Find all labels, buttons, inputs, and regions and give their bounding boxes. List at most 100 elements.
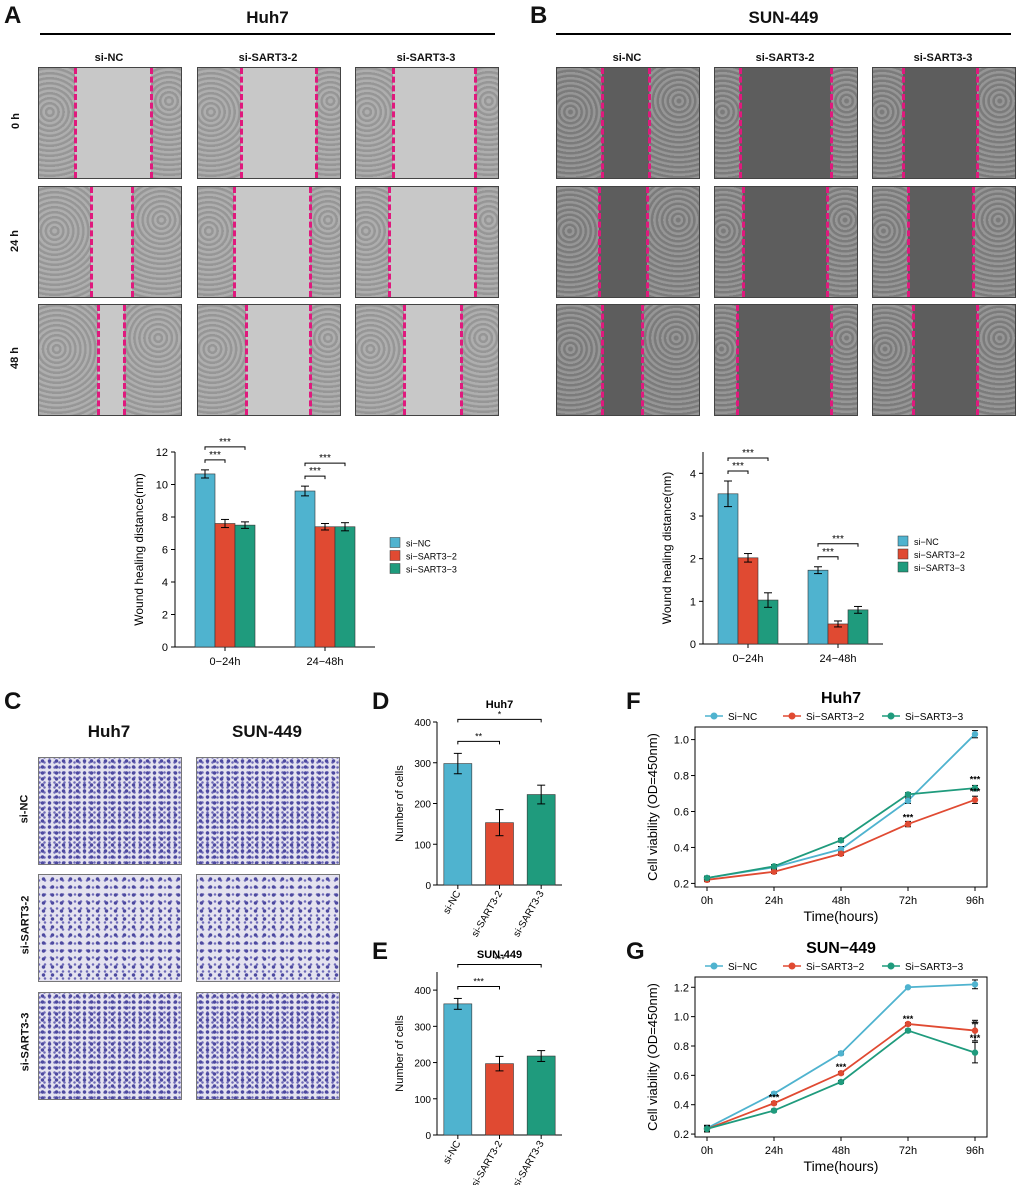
legend-swatch xyxy=(389,537,401,548)
x-tick-label: 24h xyxy=(765,895,783,907)
micrograph-image xyxy=(197,304,341,416)
y-axis-label: Wound healing distance(nm) xyxy=(132,473,146,626)
legend-label: si−NC xyxy=(406,539,431,549)
data-point xyxy=(770,868,778,875)
data-point xyxy=(904,1027,912,1034)
wound-edge-left xyxy=(97,305,100,415)
panel-label-a: A xyxy=(4,2,22,29)
data-point xyxy=(770,863,778,870)
data-point xyxy=(837,846,845,853)
legend-label: si−SART3−2 xyxy=(406,552,457,562)
y-tick-label: 3 xyxy=(690,511,696,523)
legend-label: Si−SART3−2 xyxy=(806,712,865,723)
data-point xyxy=(703,1125,711,1133)
cell-layer-right xyxy=(649,68,699,178)
cell-layer-left xyxy=(39,305,98,415)
legend-marker xyxy=(887,712,895,720)
cell-layer-left xyxy=(39,68,75,178)
wound-gap xyxy=(98,305,124,415)
significance-label: *** xyxy=(822,547,834,558)
y-tick-label: 400 xyxy=(414,718,431,729)
significance-bracket xyxy=(817,556,839,560)
legend-swatch xyxy=(389,550,401,561)
bar xyxy=(194,473,216,648)
transwell-image xyxy=(38,874,182,982)
significance-label: *** xyxy=(836,1062,847,1072)
y-axis-label: Wound healing distance(nm) xyxy=(660,472,674,625)
chart-title: Huh7 xyxy=(821,690,861,707)
legend-swatch xyxy=(389,563,401,574)
transwell-image xyxy=(196,874,340,982)
y-tick-label: 2 xyxy=(690,554,696,566)
cell-layer-right xyxy=(642,305,699,415)
wound-edge-left xyxy=(739,68,742,178)
bar xyxy=(737,557,759,645)
significance-bracket xyxy=(727,470,749,475)
x-tick-label: si-SART3-2 xyxy=(470,1139,505,1185)
y-tick-label: 100 xyxy=(414,840,431,851)
wound-edge-left xyxy=(907,187,910,297)
wound-edge-right xyxy=(474,187,477,297)
data-point xyxy=(971,1027,979,1034)
micrograph-image xyxy=(556,186,700,298)
data-point xyxy=(904,797,912,804)
significance-label: *** xyxy=(309,466,321,477)
panel-b-col-sart3-2: si-SART3-2 xyxy=(755,52,815,64)
wound-edge-left xyxy=(601,305,604,415)
cell-layer-right xyxy=(827,187,857,297)
wound-edge-right xyxy=(976,68,979,178)
panel-c-col-huh7: Huh7 xyxy=(87,722,131,741)
data-point xyxy=(837,850,845,857)
bar xyxy=(847,609,869,645)
cell-layer-left xyxy=(356,305,404,415)
x-tick-label: 48h xyxy=(832,895,850,907)
cell-layer-left xyxy=(557,187,599,297)
data-point xyxy=(837,1078,845,1086)
cell-layer-right xyxy=(475,187,498,297)
data-point xyxy=(971,796,979,804)
panel-a-col-sart3-3: si-SART3-3 xyxy=(396,52,456,64)
legend-label: si−SART3−3 xyxy=(406,565,457,575)
legend-label: Si−SART3−3 xyxy=(905,962,964,973)
data-point xyxy=(770,1100,778,1107)
x-tick-label: si-NC xyxy=(441,889,463,916)
panel-label-g: G xyxy=(626,938,645,965)
wound-gap xyxy=(737,305,831,415)
significance-label: *** xyxy=(742,448,754,459)
panel-c-row-sinc: si-NC xyxy=(18,794,31,824)
cell-layer-right xyxy=(475,68,498,178)
viability-chart-huh7: Huh7 Si−NC Si−SART3−2 Si−SART3−3 0.2 0.4 0.6 0.… xyxy=(645,690,988,924)
cell-layer-right xyxy=(124,305,181,415)
y-axis-label: Cell viability (OD=450nm) xyxy=(645,983,660,1131)
significance-label: ** xyxy=(475,731,483,741)
cell-layer-right xyxy=(647,187,699,297)
x-tick-label: 72h xyxy=(899,1145,917,1157)
wound-edge-right xyxy=(460,305,463,415)
bar xyxy=(443,1003,473,1136)
viability-chart-sun449: SUN−449 Si−NC Si−SART3−2 Si−SART3−3 0.2 0.4 0.… xyxy=(645,940,988,1174)
y-tick-label: 8 xyxy=(162,512,168,524)
wound-edge-left xyxy=(240,68,243,178)
wound-gap xyxy=(389,187,475,297)
y-tick-label: 1.0 xyxy=(674,1012,689,1024)
panel-b-title: SUN-449 xyxy=(748,8,819,27)
data-point xyxy=(904,1020,912,1028)
data-point xyxy=(904,984,912,991)
wound-gap xyxy=(404,305,461,415)
micrograph-image xyxy=(556,304,700,416)
bar xyxy=(807,569,829,645)
y-tick-label: 0.8 xyxy=(674,1041,689,1053)
micrograph-image xyxy=(355,304,499,416)
transwell-chart-huh7: Huh7 0 100 200 300 400 Number of cells si-NC si-… xyxy=(394,700,562,939)
x-tick-label: si-SART3-2 xyxy=(470,889,505,939)
panel-label-d: D xyxy=(372,688,390,715)
significance-label: *** xyxy=(769,1092,780,1102)
wound-edge-right xyxy=(131,187,134,297)
significance-label: *** xyxy=(319,453,331,464)
wound-edge-left xyxy=(742,187,745,297)
x-tick-label: 0h xyxy=(701,1145,713,1157)
y-axis-label: Number of cells xyxy=(394,765,406,842)
y-tick-label: 6 xyxy=(162,545,168,557)
wound-edge-right xyxy=(646,187,649,297)
chart-title: SUN-449 xyxy=(477,950,522,961)
